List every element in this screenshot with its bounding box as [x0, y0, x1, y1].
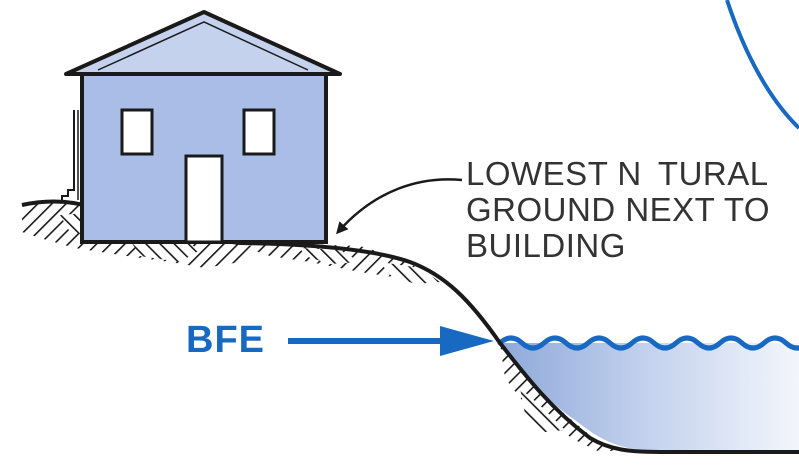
right-arrow-icon: [288, 326, 494, 356]
circle-arc: [725, 0, 799, 130]
house-icon: [61, 10, 342, 244]
water-body: [497, 335, 799, 450]
curved-leader-arrow-icon: [336, 178, 463, 235]
bfe-label: BFE: [186, 319, 265, 361]
lowest-natural-ground-label: LOWEST N TURAL GROUND NEXT TO BUILDING: [466, 156, 770, 264]
water-wave-icon: [497, 335, 799, 351]
window-left: [120, 108, 154, 156]
callout-line-1: LOWEST N TURAL: [466, 155, 769, 192]
callout-line-3: BUILDING: [466, 227, 626, 264]
door: [184, 154, 224, 244]
house-roof: [64, 10, 342, 76]
window-right: [242, 108, 276, 156]
callout-line-2: GROUND NEXT TO: [466, 191, 771, 228]
